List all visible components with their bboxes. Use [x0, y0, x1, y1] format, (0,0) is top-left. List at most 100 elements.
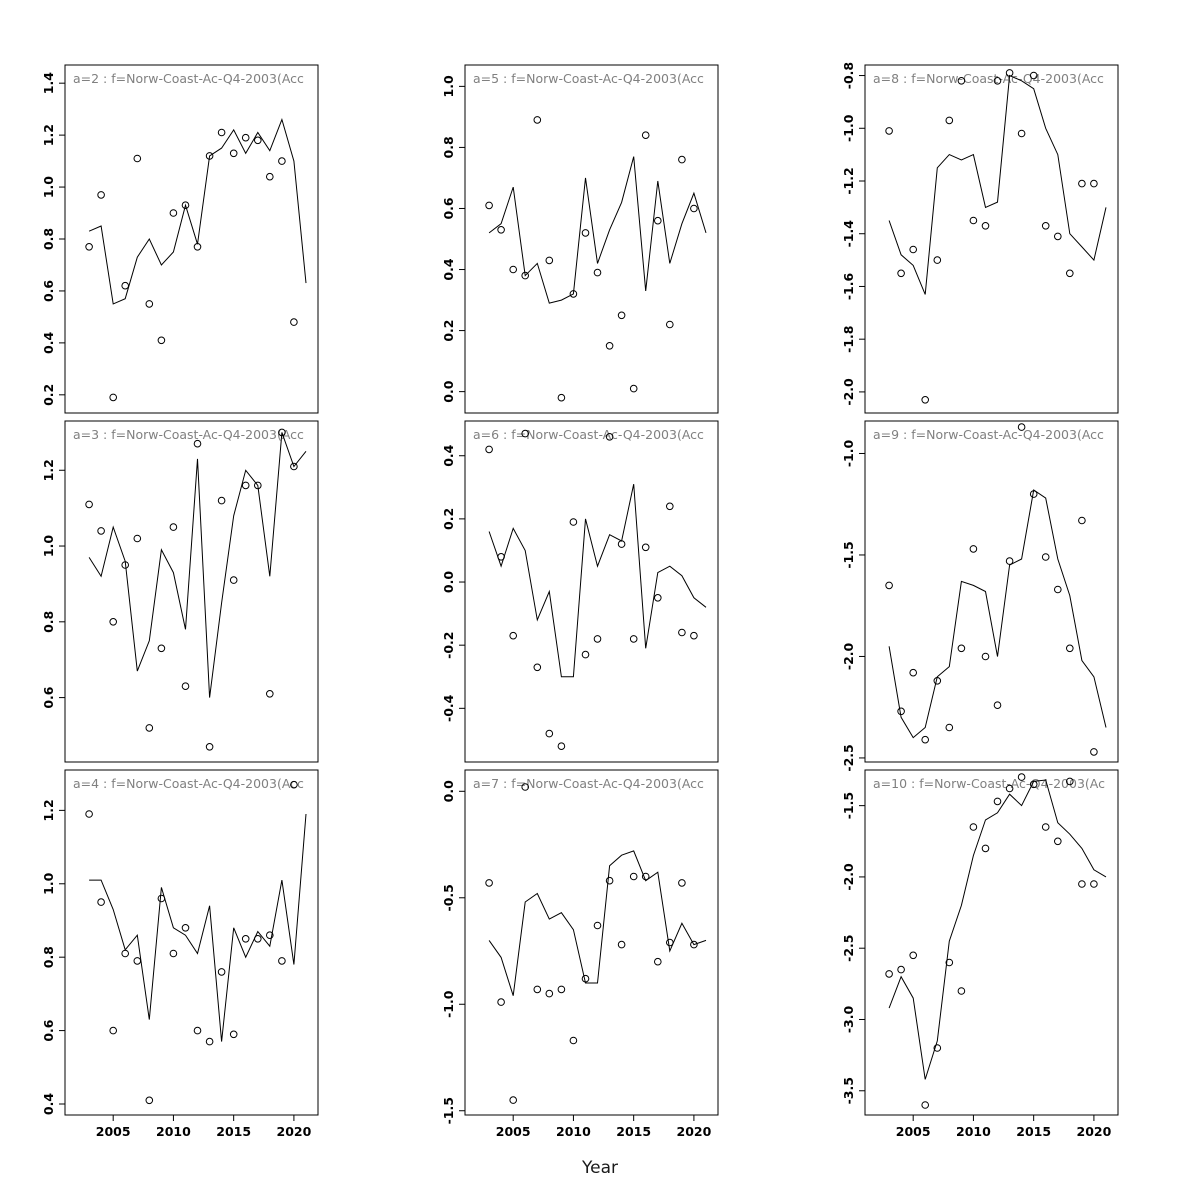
x-tick-label: 2020 [277, 1124, 312, 1139]
panel-a7: a=7 : f=Norw-Coast-Ac-Q4-2003(Acc -1.5 -1.… [441, 769, 719, 1139]
data-point [133, 957, 142, 965]
data-point [897, 965, 905, 974]
data-point [109, 393, 117, 402]
data-point [266, 931, 274, 940]
data-point [521, 783, 530, 791]
data-point [1066, 269, 1074, 278]
data-point [497, 998, 505, 1006]
panel-box [864, 64, 1119, 414]
panel-a9: a=9 : f=Norw-Coast-Ac-Q4-2003(Acc -2.5 -2.… [841, 420, 1119, 772]
data-point [666, 320, 674, 329]
data-point [885, 970, 893, 978]
data-point [181, 682, 190, 691]
data-point [545, 989, 554, 998]
data-point [533, 985, 542, 994]
fitted-line [488, 850, 707, 996]
y-tick-label: 0.4 [41, 332, 56, 354]
y-tick-label: 1.2 [41, 799, 56, 821]
data-point [1041, 222, 1050, 230]
data-point [921, 396, 930, 404]
data-point [290, 780, 298, 789]
data-point [533, 663, 542, 672]
data-point [85, 243, 93, 251]
fitted-line [888, 74, 1107, 295]
data-point [545, 729, 554, 738]
y-tick-label: 0.0 [441, 571, 456, 593]
data-point [593, 635, 602, 643]
x-tick-label: 2010 [156, 1124, 191, 1139]
y-tick-label: 1.0 [41, 535, 56, 557]
y-tick-label: -2.0 [841, 642, 856, 670]
data-point [169, 949, 178, 958]
data-point [1090, 880, 1098, 888]
data-point [533, 116, 542, 124]
data-point [1090, 179, 1098, 188]
data-point [266, 172, 274, 181]
data-point [97, 898, 105, 906]
data-point [290, 318, 298, 326]
fitted-line [88, 117, 307, 305]
data-point [569, 290, 578, 298]
data-point [581, 974, 590, 983]
panel-a5: a=5 : f=Norw-Coast-Ac-Q4-2003(Acc 0.0 0.2 0… [441, 64, 719, 414]
data-point [253, 136, 262, 145]
data-point [993, 797, 1002, 806]
data-point [617, 311, 626, 320]
data-point [641, 872, 650, 881]
data-point [1054, 585, 1062, 594]
y-tick-label: -1.8 [841, 326, 856, 353]
y-tick-label: -1.6 [841, 272, 856, 300]
data-point [278, 157, 286, 165]
data-point [897, 707, 905, 716]
y-tick-label: 1.2 [41, 124, 56, 146]
data-point [545, 256, 554, 265]
data-point [109, 618, 117, 626]
data-point [157, 644, 166, 653]
data-point [690, 940, 698, 949]
data-point [205, 152, 214, 160]
data-point [278, 428, 286, 437]
fitted-line [488, 483, 707, 678]
data-point [97, 191, 105, 199]
data-point [1005, 784, 1014, 793]
data-point [629, 872, 638, 881]
data-point [169, 209, 178, 217]
data-point [593, 268, 602, 277]
y-tick-label: -0.4 [441, 694, 456, 722]
data-point [509, 265, 518, 274]
panel-a3: a=3 : f=Norw-Coast-Ac-Q4-2003(Acc 0.6 0.8 1… [41, 420, 319, 763]
data-point [1041, 823, 1050, 831]
data-point [109, 1026, 117, 1035]
panel-box [464, 769, 719, 1116]
data-point [945, 958, 954, 967]
data-point [229, 576, 238, 584]
data-point [229, 149, 238, 158]
data-point [1017, 129, 1026, 138]
data-point [1078, 516, 1086, 525]
data-point [921, 1101, 930, 1109]
y-tick-label: 0.8 [441, 136, 456, 158]
panel-box [464, 420, 719, 763]
y-tick-label: 0.6 [41, 1019, 56, 1041]
panel-a8: a=8 : f=Norw-Coast-Ac-Q4-2003(Acc -2.0 -1.… [841, 62, 1119, 414]
x-tick-label: 2015 [616, 1124, 651, 1139]
data-point [1054, 232, 1062, 241]
data-point [666, 502, 674, 511]
data-point [981, 652, 990, 661]
panel-title: a=3 : f=Norw-Coast-Ac-Q4-2003(Acc [73, 427, 304, 442]
y-tick-label: 0.0 [441, 380, 456, 402]
y-tick-label: 0.8 [41, 611, 56, 633]
data-point [641, 543, 650, 552]
panel-title: a=8 : f=Norw-Coast-Ac-Q4-2003(Acc [873, 71, 1104, 86]
data-point [1078, 880, 1086, 888]
data-point [969, 545, 978, 553]
y-tick-label: 0.4 [441, 258, 456, 280]
y-tick-label: -1.4 [841, 220, 856, 248]
panel-box [464, 64, 719, 414]
data-point [85, 500, 93, 509]
data-point [229, 1030, 238, 1039]
data-point [205, 743, 214, 751]
data-point [521, 429, 530, 438]
